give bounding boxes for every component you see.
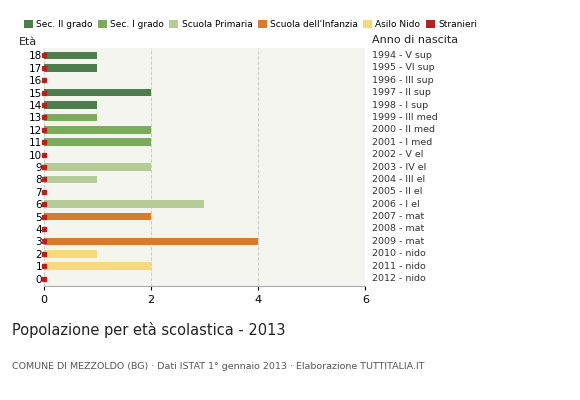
Bar <box>44 250 97 258</box>
Text: 2001 - I med: 2001 - I med <box>372 138 433 147</box>
Text: Popolazione per età scolastica - 2013: Popolazione per età scolastica - 2013 <box>12 322 285 338</box>
Bar <box>44 200 204 208</box>
Bar <box>44 114 97 121</box>
Legend: Sec. II grado, Sec. I grado, Scuola Primaria, Scuola dell'Infanzia, Asilo Nido, : Sec. II grado, Sec. I grado, Scuola Prim… <box>24 20 477 29</box>
Text: 2010 - nido: 2010 - nido <box>372 249 426 258</box>
Text: Età: Età <box>19 37 38 47</box>
Bar <box>44 238 258 245</box>
Text: 1996 - III sup: 1996 - III sup <box>372 76 434 85</box>
Bar <box>44 138 151 146</box>
Bar <box>44 126 151 134</box>
Bar <box>44 89 151 96</box>
Text: COMUNE DI MEZZOLDO (BG) · Dati ISTAT 1° gennaio 2013 · Elaborazione TUTTITALIA.I: COMUNE DI MEZZOLDO (BG) · Dati ISTAT 1° … <box>12 362 424 371</box>
Text: Anno di nascita: Anno di nascita <box>372 35 459 45</box>
Text: 2002 - V el: 2002 - V el <box>372 150 424 159</box>
Text: 1999 - III med: 1999 - III med <box>372 113 438 122</box>
Text: 2007 - mat: 2007 - mat <box>372 212 425 221</box>
Bar <box>44 176 97 183</box>
Text: 2000 - II med: 2000 - II med <box>372 125 436 134</box>
Text: 2006 - I el: 2006 - I el <box>372 200 420 209</box>
Bar <box>44 262 151 270</box>
Text: 2004 - III el: 2004 - III el <box>372 175 426 184</box>
Text: 1998 - I sup: 1998 - I sup <box>372 100 429 110</box>
Text: 2012 - nido: 2012 - nido <box>372 274 426 283</box>
Text: 1995 - VI sup: 1995 - VI sup <box>372 63 435 72</box>
Text: 2008 - mat: 2008 - mat <box>372 224 425 234</box>
Bar <box>44 163 151 171</box>
Text: 2009 - mat: 2009 - mat <box>372 237 425 246</box>
Text: 2003 - IV el: 2003 - IV el <box>372 162 427 172</box>
Bar <box>44 64 97 72</box>
Text: 2011 - nido: 2011 - nido <box>372 262 426 271</box>
Text: 1997 - II sup: 1997 - II sup <box>372 88 432 97</box>
Text: 1994 - V sup: 1994 - V sup <box>372 51 432 60</box>
Bar <box>44 213 151 220</box>
Text: 2005 - II el: 2005 - II el <box>372 187 423 196</box>
Bar <box>44 52 97 59</box>
Bar <box>44 101 97 109</box>
